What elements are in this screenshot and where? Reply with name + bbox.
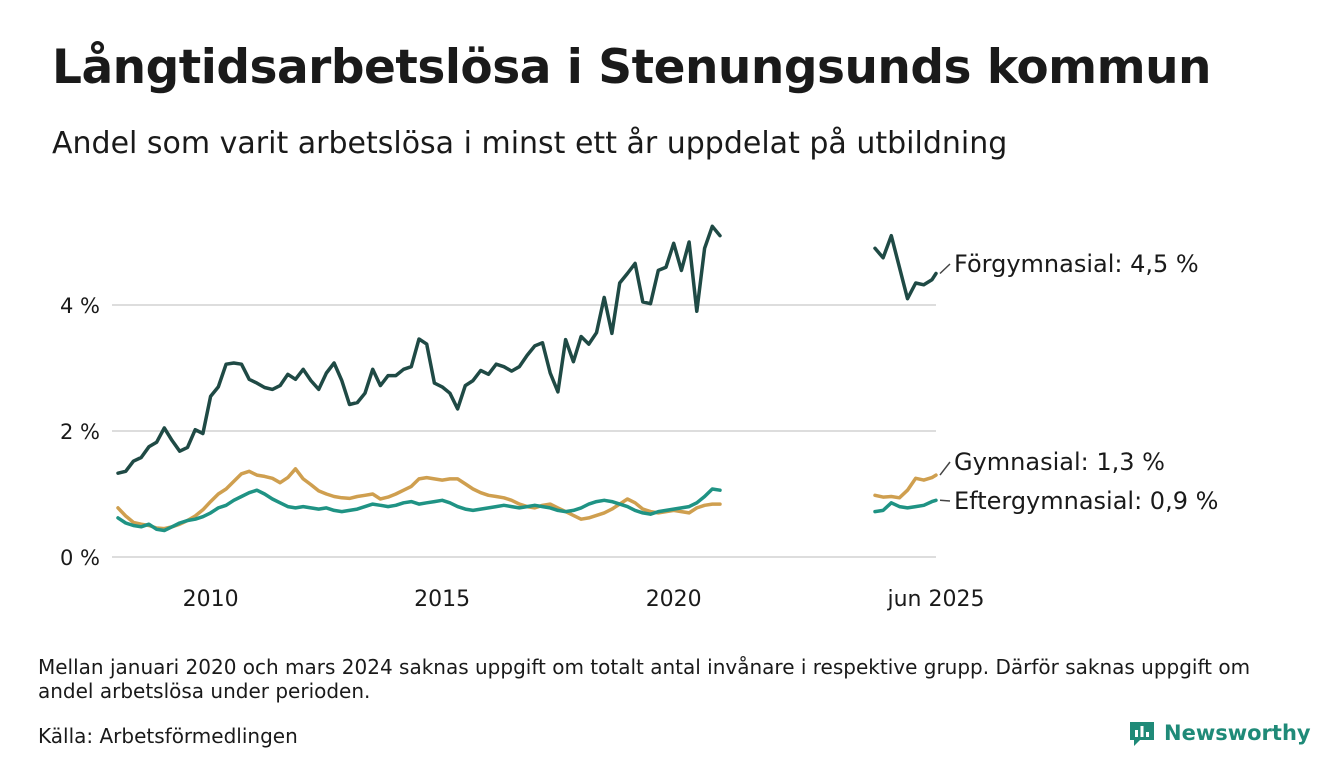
newsworthy-logo-icon (1130, 722, 1154, 746)
label-leader-forgymnasial (939, 263, 951, 275)
line-chart: 0 % 2 % 4 % 2010 2015 2020 jun 2025 Förgymnasia… (60, 224, 1218, 612)
x-tick-label: 2015 (414, 587, 470, 612)
series-line-forgymnasial (116, 224, 722, 475)
source-credit: Källa: Arbetsförmedlingen (38, 724, 298, 748)
x-tick-label: 2010 (183, 587, 239, 612)
series-line-gymnasial (873, 473, 938, 500)
series-label-eftergymnasial: Eftergymnasial: 0,9 % (954, 487, 1218, 515)
x-tick-label: jun 2025 (887, 587, 985, 612)
series-label-forgymnasial: Förgymnasial: 4,5 % (954, 250, 1199, 278)
series-label-gymnasial: Gymnasial: 1,3 % (954, 448, 1165, 476)
chart-subtitle: Andel som varit arbetslösa i minst ett å… (52, 126, 1008, 161)
series-line-gymnasial (116, 467, 722, 531)
series-line-eftergymnasial (873, 498, 938, 514)
chart-title: Långtidsarbetslösa i Stenungsunds kommun (52, 40, 1212, 95)
series-line-eftergymnasial (116, 487, 722, 533)
y-tick-label: 4 % (60, 294, 100, 318)
y-tick-label: 2 % (60, 420, 100, 444)
label-leader-gymnasial (939, 461, 951, 476)
y-tick-label: 0 % (60, 546, 100, 570)
x-tick-label: 2020 (646, 587, 702, 612)
brand-label: Newsworthy (1164, 721, 1311, 745)
label-leader-eftergymnasial (939, 499, 951, 502)
brand-logo[interactable]: Newsworthy (1128, 718, 1311, 748)
footnote: Mellan januari 2020 och mars 2024 saknas… (38, 655, 1251, 703)
series-line-forgymnasial (873, 233, 938, 301)
